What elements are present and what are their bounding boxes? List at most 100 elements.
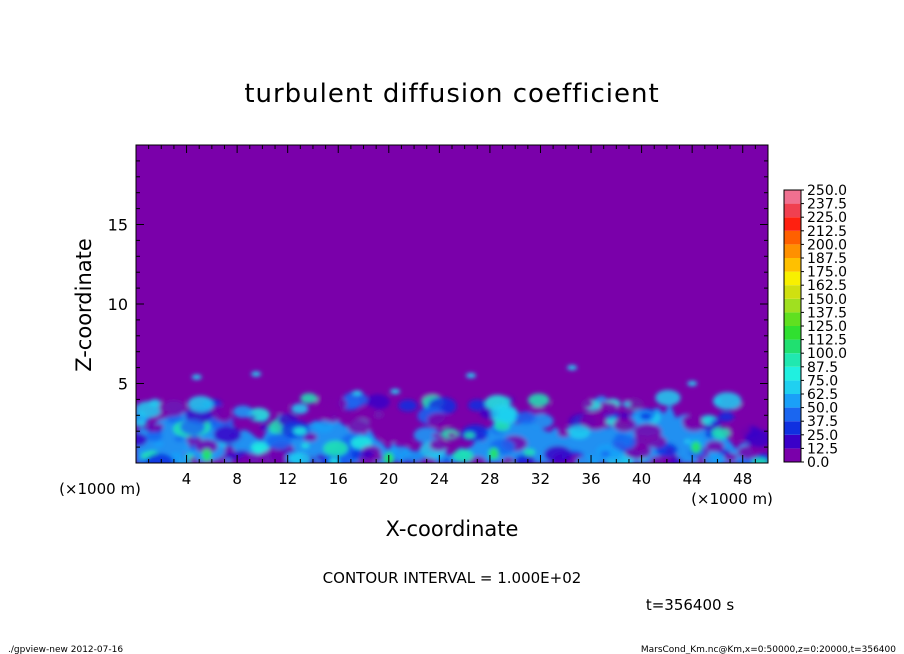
colorbar-label: 162.5 xyxy=(807,278,847,294)
field-cell xyxy=(681,414,703,428)
field-cell xyxy=(249,415,257,420)
colorbar-label: 112.5 xyxy=(807,333,847,349)
field-cell xyxy=(737,445,759,459)
x-tick-label: 24 xyxy=(430,470,449,488)
colorbar-swatch xyxy=(784,326,801,340)
x-unit-right: (×1000 m) xyxy=(691,490,773,508)
field-cell xyxy=(557,429,570,437)
field-cell xyxy=(145,453,174,463)
field-cell xyxy=(232,405,253,418)
contour-interval: CONTOUR INTERVAL = 1.000E+02 xyxy=(323,569,582,587)
field-cell xyxy=(752,457,768,463)
field-cell xyxy=(347,419,371,434)
field-cell xyxy=(253,447,264,454)
colorbar-swatch xyxy=(784,366,801,381)
field-cell xyxy=(136,419,147,428)
colorbar-label: 187.5 xyxy=(807,251,847,267)
field-cell xyxy=(321,410,341,423)
field-cell xyxy=(291,403,309,415)
x-axis-label: X-coordinate xyxy=(386,517,519,541)
field-cell xyxy=(620,412,630,419)
colorbar-swatch xyxy=(784,394,801,408)
colorbar-swatch xyxy=(784,434,801,449)
colorbar-label: 62.5 xyxy=(807,387,838,403)
colorbar-swatch xyxy=(784,190,801,204)
field-cell xyxy=(217,413,232,423)
field-cell xyxy=(260,424,270,431)
field-cell xyxy=(705,440,724,452)
field-cell xyxy=(687,381,698,386)
colorbar-swatch xyxy=(784,271,801,286)
time-label: t=356400 s xyxy=(646,596,734,614)
field-cell xyxy=(724,422,751,439)
field-cell xyxy=(611,434,637,450)
field-hotspot xyxy=(690,441,701,454)
field-hotspot xyxy=(201,449,212,462)
field-cell xyxy=(389,446,414,462)
field-cell xyxy=(718,411,735,422)
field-cell xyxy=(600,450,611,457)
field-cell xyxy=(251,371,262,377)
field-cell xyxy=(515,411,537,425)
field-cell xyxy=(136,432,148,447)
field-cell xyxy=(429,438,449,452)
colorbar: 0.012.525.037.550.062.575.087.5100.0112.… xyxy=(783,183,847,471)
x-tick-label: 16 xyxy=(329,470,348,488)
field-cell xyxy=(159,398,188,417)
colorbar-swatch xyxy=(784,244,801,258)
colorbar-label: 150.0 xyxy=(807,292,847,308)
field-cell xyxy=(622,401,631,407)
footer-right: MarsCond_Km.nc@Km,x=0:50000,z=0:20000,t=… xyxy=(641,645,896,654)
field-cell xyxy=(703,451,726,463)
colorbar-label: 237.5 xyxy=(807,197,847,213)
field-cell xyxy=(288,452,311,463)
field-cell xyxy=(551,401,560,407)
field-cell xyxy=(683,439,691,444)
colorbar-label: 125.0 xyxy=(807,319,847,335)
colorbar-label: 100.0 xyxy=(807,346,847,362)
field-cell xyxy=(595,395,607,403)
field-cell xyxy=(352,390,363,396)
colorbar-label: 87.5 xyxy=(807,360,838,376)
y-axis-label: Z-coordinate xyxy=(72,238,96,372)
colorbar-label: 200.0 xyxy=(807,237,847,253)
field-cell xyxy=(323,440,349,457)
field-cell xyxy=(365,394,390,410)
field-cell xyxy=(427,412,452,428)
field-cell xyxy=(452,449,474,463)
colorbar-swatch xyxy=(784,230,801,245)
field-cell xyxy=(640,412,652,421)
field-cell xyxy=(225,452,236,460)
colorbar-label: 37.5 xyxy=(807,414,838,430)
field-cell xyxy=(328,457,340,463)
x-tick-label: 36 xyxy=(581,470,600,488)
colorbar-swatch xyxy=(784,421,801,435)
y-tick-label: 10 xyxy=(108,295,128,314)
field-cell xyxy=(597,401,619,415)
field-cell xyxy=(265,433,292,450)
field-cell xyxy=(280,402,289,408)
colorbar-label: 225.0 xyxy=(807,210,847,226)
y-axis: 5 10 15 xyxy=(108,160,768,448)
y-tick-label: 5 xyxy=(118,375,128,394)
x-tick-label: 48 xyxy=(733,470,752,488)
colorbar-swatch xyxy=(784,353,801,367)
colorbar-label: 75.0 xyxy=(807,373,838,389)
x-tick-label: 44 xyxy=(683,470,702,488)
field-cell xyxy=(258,448,288,463)
colorbar-label: 250.0 xyxy=(807,183,847,199)
field-cell xyxy=(711,427,731,440)
field-cell xyxy=(406,450,425,462)
field-cell xyxy=(174,435,185,442)
colorbar-swatch xyxy=(784,380,801,394)
field-cell xyxy=(523,448,536,456)
x-axis: 4 8 12 16 20 24 28 32 36 40 44 48 xyxy=(148,145,756,488)
field-cell xyxy=(195,439,219,454)
colorbar-swatch xyxy=(784,203,801,218)
field-cell xyxy=(413,426,440,444)
x-tick-label: 20 xyxy=(379,470,398,488)
field-cell xyxy=(710,419,718,425)
x-tick-label: 12 xyxy=(278,470,297,488)
field-cell xyxy=(666,448,673,453)
colorbar-label: 175.0 xyxy=(807,265,847,281)
